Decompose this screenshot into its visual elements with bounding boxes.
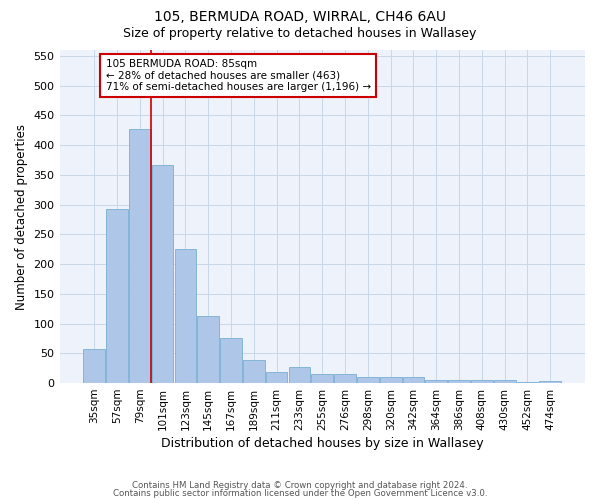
Bar: [175, 249, 196, 383]
Y-axis label: Number of detached properties: Number of detached properties: [15, 124, 28, 310]
Bar: [425, 380, 447, 383]
Bar: [494, 380, 515, 383]
Text: 105 BERMUDA ROAD: 85sqm
← 28% of detached houses are smaller (463)
71% of semi-d: 105 BERMUDA ROAD: 85sqm ← 28% of detache…: [106, 59, 371, 92]
Bar: [380, 377, 401, 383]
Bar: [220, 338, 242, 383]
Bar: [539, 380, 561, 383]
Bar: [334, 374, 356, 383]
Bar: [403, 377, 424, 383]
Bar: [152, 165, 173, 383]
Text: Size of property relative to detached houses in Wallasey: Size of property relative to detached ho…: [124, 28, 476, 40]
Bar: [311, 374, 333, 383]
Bar: [448, 380, 470, 383]
Bar: [106, 210, 128, 383]
Bar: [129, 128, 151, 383]
Text: 105, BERMUDA ROAD, WIRRAL, CH46 6AU: 105, BERMUDA ROAD, WIRRAL, CH46 6AU: [154, 10, 446, 24]
Bar: [197, 316, 219, 383]
Bar: [471, 380, 493, 383]
Bar: [83, 349, 105, 383]
X-axis label: Distribution of detached houses by size in Wallasey: Distribution of detached houses by size …: [161, 437, 484, 450]
Bar: [266, 372, 287, 383]
Bar: [357, 377, 379, 383]
Bar: [243, 360, 265, 383]
Text: Contains public sector information licensed under the Open Government Licence v3: Contains public sector information licen…: [113, 488, 487, 498]
Text: Contains HM Land Registry data © Crown copyright and database right 2024.: Contains HM Land Registry data © Crown c…: [132, 481, 468, 490]
Bar: [289, 367, 310, 383]
Bar: [517, 382, 538, 383]
